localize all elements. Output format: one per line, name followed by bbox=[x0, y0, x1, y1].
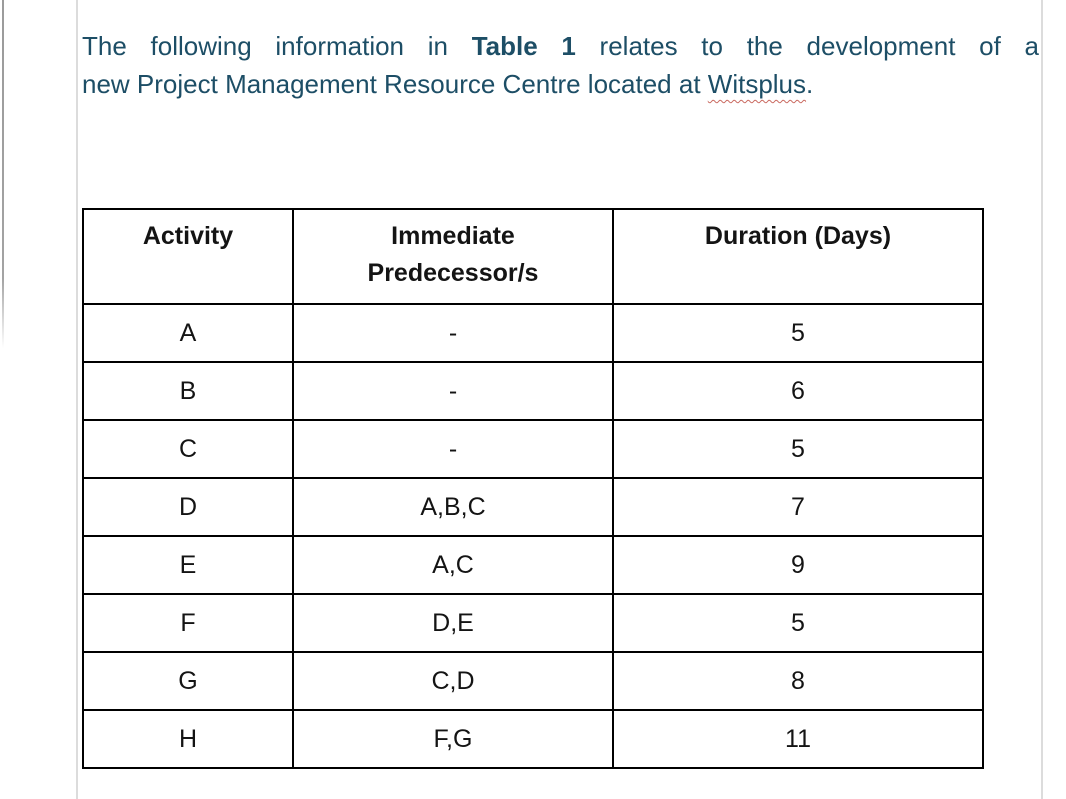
cell-predecessors: - bbox=[292, 303, 614, 363]
cell-activity: A bbox=[82, 303, 294, 363]
table-row: H F,G 11 bbox=[82, 709, 984, 769]
cell-activity: G bbox=[82, 651, 294, 711]
cell-predecessors: F,G bbox=[292, 709, 614, 769]
right-margin-guide bbox=[1041, 0, 1043, 799]
table-row: B - 6 bbox=[82, 361, 984, 421]
paragraph-text: relates to the development of a bbox=[575, 31, 1040, 61]
cell-duration: 5 bbox=[612, 303, 984, 363]
column-header-activity: Activity bbox=[82, 208, 294, 305]
table-row: E A,C 9 bbox=[82, 535, 984, 595]
cell-predecessors: D,E bbox=[292, 593, 614, 653]
column-header-predecessor: Immediate Predecessor/s bbox=[292, 208, 614, 305]
cell-predecessors: - bbox=[292, 419, 614, 479]
cell-activity: D bbox=[82, 477, 294, 537]
header-label: Predecessor/s bbox=[367, 259, 539, 287]
misspelled-word: Witsplus bbox=[707, 69, 807, 99]
table-row: D A,B,C 7 bbox=[82, 477, 984, 537]
paragraph-text: . bbox=[806, 69, 814, 99]
table-row: C - 5 bbox=[82, 419, 984, 479]
cell-activity: B bbox=[82, 361, 294, 421]
paragraph-text: The following information in bbox=[82, 31, 472, 61]
left-margin-guide bbox=[76, 0, 78, 799]
cell-predecessors: A,B,C bbox=[292, 477, 614, 537]
paragraph-line-1: The following information in Table 1 rel… bbox=[82, 27, 1039, 65]
paragraph-text: new Project Management Resource Centre l… bbox=[82, 69, 708, 99]
cell-duration: 11 bbox=[612, 709, 984, 769]
page-edge-line bbox=[2, 0, 4, 348]
cell-activity: F bbox=[82, 593, 294, 653]
table-row: A - 5 bbox=[82, 303, 984, 363]
column-header-duration: Duration (Days) bbox=[612, 208, 984, 305]
cell-activity: C bbox=[82, 419, 294, 479]
header-label: Immediate bbox=[391, 222, 515, 250]
cell-activity: E bbox=[82, 535, 294, 595]
table-row: G C,D 8 bbox=[82, 651, 984, 711]
cell-duration: 6 bbox=[612, 361, 984, 421]
activity-table: Activity Immediate Predecessor/s Duration… bbox=[82, 208, 984, 769]
cell-predecessors: A,C bbox=[292, 535, 614, 595]
cell-duration: 8 bbox=[612, 651, 984, 711]
cell-activity: H bbox=[82, 709, 294, 769]
cell-duration: 5 bbox=[612, 593, 984, 653]
header-label: Duration (Days) bbox=[704, 222, 892, 250]
intro-paragraph: The following information in Table 1 rel… bbox=[82, 27, 1039, 103]
cell-duration: 5 bbox=[612, 419, 984, 479]
cell-duration: 7 bbox=[612, 477, 984, 537]
cell-duration: 9 bbox=[612, 535, 984, 595]
paragraph-bold-text: Table 1 bbox=[471, 31, 576, 61]
table-row: F D,E 5 bbox=[82, 593, 984, 653]
table-header-row: Activity Immediate Predecessor/s Duration… bbox=[82, 208, 984, 305]
paragraph-line-2: new Project Management Resource Centre l… bbox=[82, 65, 1039, 103]
cell-predecessors: - bbox=[292, 361, 614, 421]
cell-predecessors: C,D bbox=[292, 651, 614, 711]
header-label: Activity bbox=[142, 222, 234, 250]
